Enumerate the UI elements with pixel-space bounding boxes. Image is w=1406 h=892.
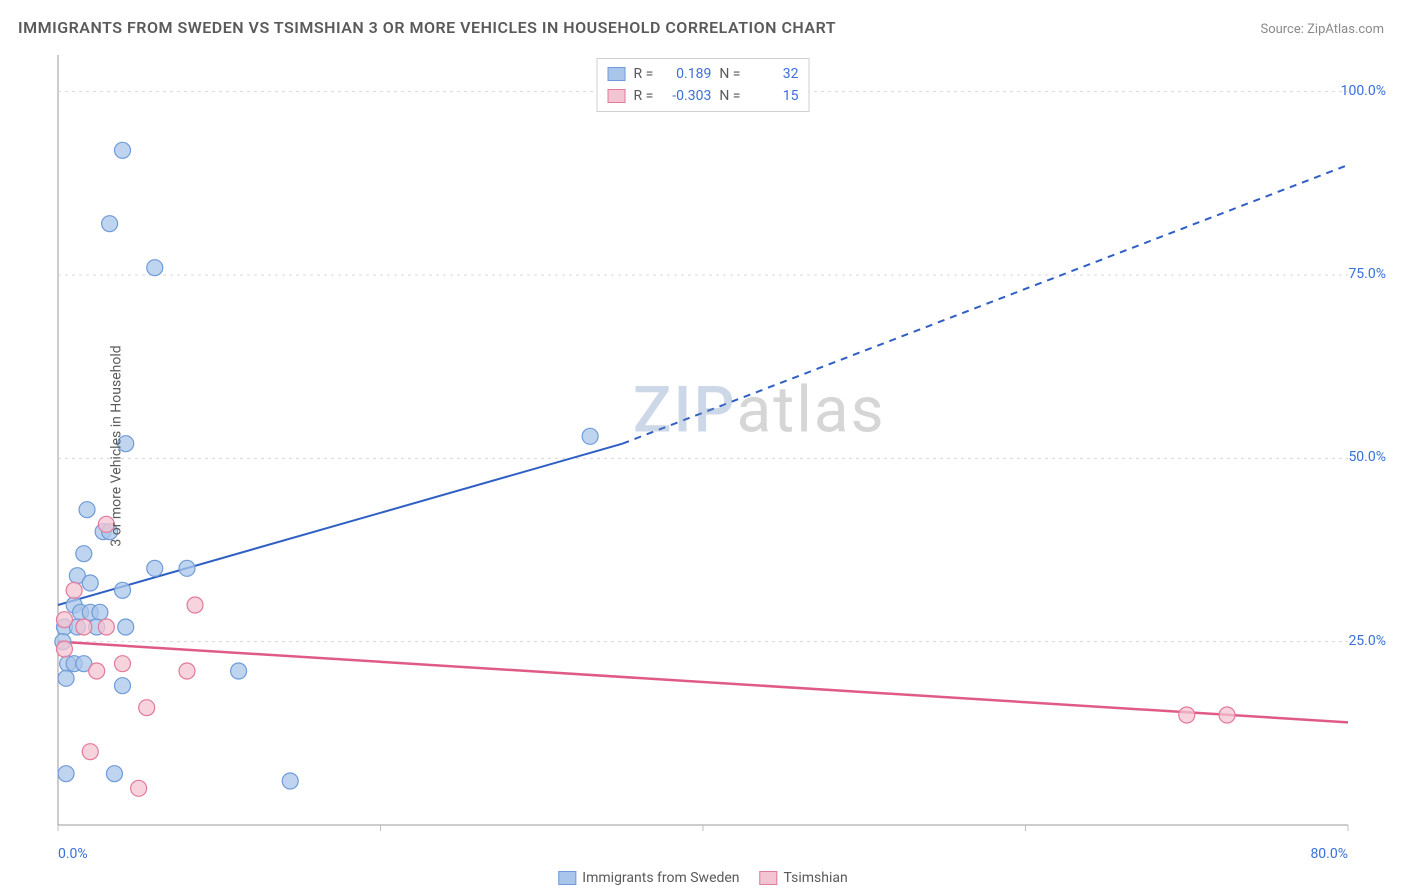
- legend-item-0: Immigrants from Sweden: [558, 870, 739, 886]
- n-label-0: N =: [719, 63, 740, 85]
- y-tick-label: 25.0%: [1348, 633, 1386, 649]
- r-value-0: 0.189: [661, 63, 711, 85]
- stats-row-series-1: R = -0.303 N = 15: [608, 85, 799, 107]
- r-label-1: R =: [634, 85, 654, 107]
- r-label-0: R =: [634, 63, 654, 85]
- plot-svg: [0, 0, 1406, 892]
- r-value-1: -0.303: [661, 85, 711, 107]
- n-value-1: 15: [748, 85, 798, 107]
- legend-swatch-1: [760, 871, 778, 885]
- y-axis-label: 3 or more Vehicles in Household: [109, 345, 125, 546]
- y-tick-label: 50.0%: [1348, 449, 1386, 465]
- n-label-1: N =: [719, 85, 740, 107]
- legend-swatch-0: [558, 871, 576, 885]
- x-min-label: 0.0%: [58, 846, 88, 862]
- y-tick-label: 75.0%: [1348, 266, 1386, 282]
- stats-row-series-0: R = 0.189 N = 32: [608, 63, 799, 85]
- stats-legend-box: R = 0.189 N = 32 R = -0.303 N = 15: [597, 58, 810, 112]
- legend-label-0: Immigrants from Sweden: [582, 870, 739, 886]
- correlation-chart: IMMIGRANTS FROM SWEDEN VS TSIMSHIAN 3 OR…: [0, 0, 1406, 892]
- legend-label-1: Tsimshian: [784, 870, 848, 886]
- x-axis-legend: Immigrants from Sweden Tsimshian: [558, 870, 847, 886]
- x-max-label: 80.0%: [1310, 846, 1348, 862]
- legend-item-1: Tsimshian: [760, 870, 848, 886]
- swatch-series-0: [608, 67, 626, 81]
- n-value-0: 32: [748, 63, 798, 85]
- y-tick-label: 100.0%: [1341, 83, 1386, 99]
- swatch-series-1: [608, 89, 626, 103]
